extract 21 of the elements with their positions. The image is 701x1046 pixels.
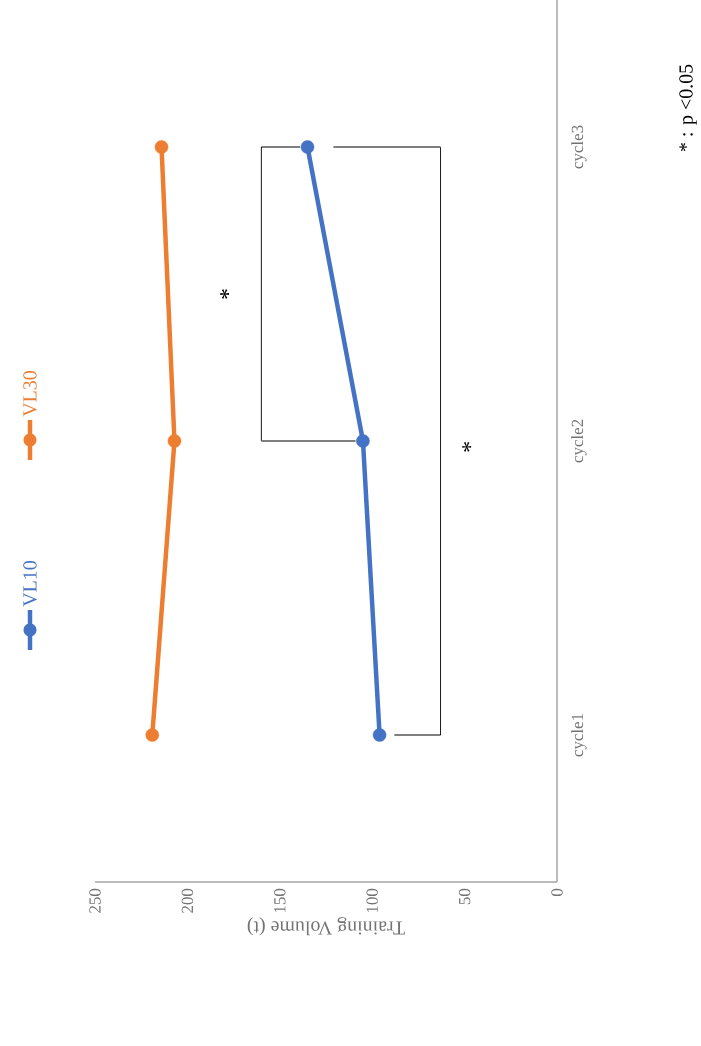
- x-tick-label: 250: [89, 888, 101, 913]
- point: [300, 140, 315, 154]
- annotation: *: [220, 289, 229, 299]
- point: [167, 434, 182, 448]
- point: [145, 728, 160, 742]
- point: [372, 728, 387, 742]
- text: VL10: [23, 561, 37, 607]
- x-axis-title: Training Volume (t): [247, 917, 405, 936]
- y-tick-label: cycle3: [571, 125, 587, 169]
- x-tick-label: 0: [551, 888, 563, 897]
- x-tick-label: 50: [458, 888, 471, 905]
- annotation: *: [462, 442, 472, 452]
- point: [154, 140, 169, 154]
- x-tick-label: 150: [274, 888, 286, 913]
- x-tick-label: 200: [181, 888, 194, 913]
- x-tick-label: 100: [366, 888, 378, 913]
- y-tick-label: cycle2: [571, 419, 587, 463]
- text: VL30: [23, 371, 37, 417]
- text: * : p <0.05: [679, 64, 697, 152]
- y-tick-label: cycle1: [571, 713, 587, 757]
- point: [356, 434, 370, 448]
